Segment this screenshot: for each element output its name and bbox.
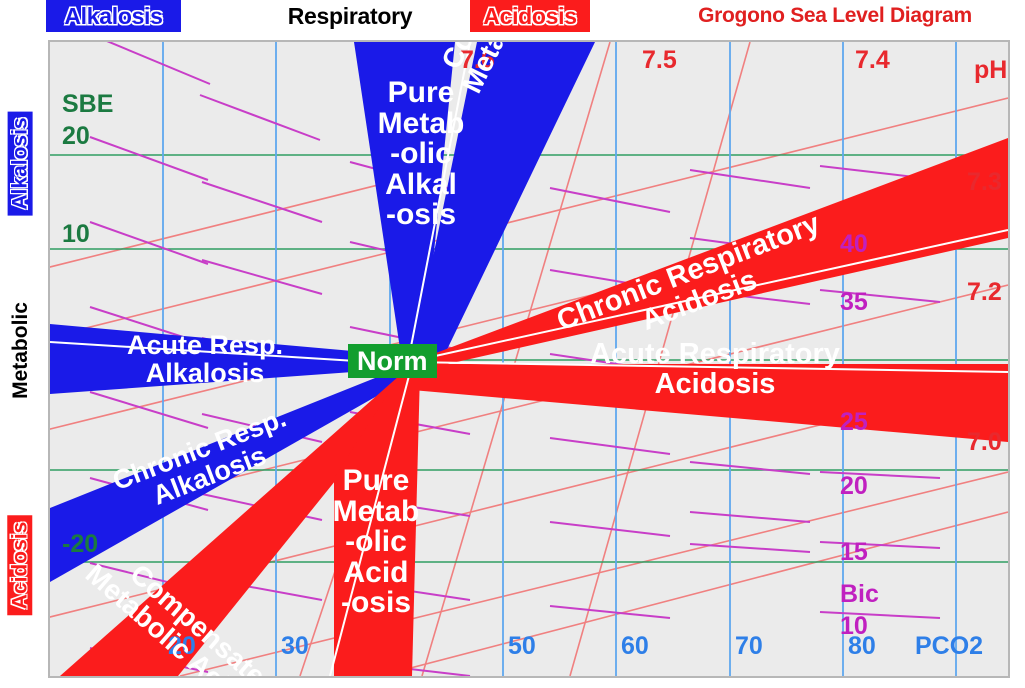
pco2-tick-70: 70 bbox=[735, 632, 763, 660]
side-label-metabolic: Metabolic bbox=[0, 270, 40, 430]
bic-tick-20: 20 bbox=[840, 472, 868, 500]
region-acute-respiratory-alkalosis bbox=[50, 324, 408, 394]
page-title: Grogono Sea Level Diagram bbox=[698, 4, 972, 27]
bic-tick-10: 10 bbox=[840, 612, 868, 640]
side-label-acidosis: Acidosis bbox=[0, 490, 40, 640]
diagram-plot-area: 7.6 7.5 7.4 7.3 7.2 7.0 pH SBE 20 10 -20… bbox=[48, 40, 1010, 678]
header-alkalosis-label: Alkalosis bbox=[64, 2, 163, 29]
region-chronic-respiratory-alkalosis bbox=[50, 364, 412, 582]
bic-tick-35: 35 bbox=[840, 288, 868, 316]
region-chronic-respiratory-acidosis bbox=[412, 138, 1008, 372]
ph-tick-7-5: 7.5 bbox=[642, 46, 677, 74]
pco2-tick-30: 30 bbox=[281, 632, 309, 660]
header-acidosis-badge: Acidosis bbox=[470, 0, 590, 32]
region-compensated-metabolic-alkalosis bbox=[412, 42, 595, 360]
wedge-divider-rays bbox=[50, 42, 1008, 676]
side-alkalosis-text: Alkalosis bbox=[8, 116, 32, 210]
sbe-tick-10: 10 bbox=[62, 220, 90, 248]
norm-point-marker: Norm bbox=[348, 344, 437, 379]
pco2-axis-label: PCO2 bbox=[915, 632, 984, 660]
header-respiratory-label: Respiratory bbox=[287, 2, 413, 29]
ph-tick-7-2: 7.2 bbox=[967, 278, 1002, 306]
ph-tick-7-0: 7.0 bbox=[967, 428, 1002, 456]
ph-tick-7-6: 7.6 bbox=[460, 46, 495, 74]
header-acidosis-label: Acidosis bbox=[483, 2, 577, 29]
plot-graphics bbox=[50, 42, 1008, 676]
side-label-alkalosis: Alkalosis bbox=[0, 88, 40, 238]
bic-tick-25: 25 bbox=[840, 408, 868, 436]
header-alkalosis-badge: Alkalosis bbox=[46, 0, 181, 32]
region-compensated-metabolic-acidosis bbox=[60, 368, 418, 676]
bic-tick-15: 15 bbox=[840, 538, 868, 566]
sbe-tick-20: 20 bbox=[62, 122, 90, 150]
bic-tick-40: 40 bbox=[840, 230, 868, 258]
region-pure-metabolic-acidosis bbox=[334, 372, 420, 676]
ph-axis-label: pH bbox=[974, 56, 1008, 84]
ph-tick-7-4: 7.4 bbox=[855, 46, 890, 74]
sbe-axis-label: SBE bbox=[62, 90, 114, 118]
side-acidosis-text: Acidosis bbox=[8, 521, 32, 609]
ph-tick-7-3: 7.3 bbox=[967, 168, 1002, 196]
pco2-tick-20: 20 bbox=[168, 632, 196, 660]
side-metabolic-text: Metabolic bbox=[8, 301, 32, 399]
bic-axis-label: Bic bbox=[840, 580, 879, 608]
region-acute-respiratory-acidosis bbox=[412, 364, 1008, 442]
pco2-tick-60: 60 bbox=[621, 632, 649, 660]
sbe-tick-minus-20: -20 bbox=[62, 530, 99, 558]
pco2-tick-50: 50 bbox=[508, 632, 536, 660]
pco2-tick-80: 80 bbox=[848, 632, 876, 660]
